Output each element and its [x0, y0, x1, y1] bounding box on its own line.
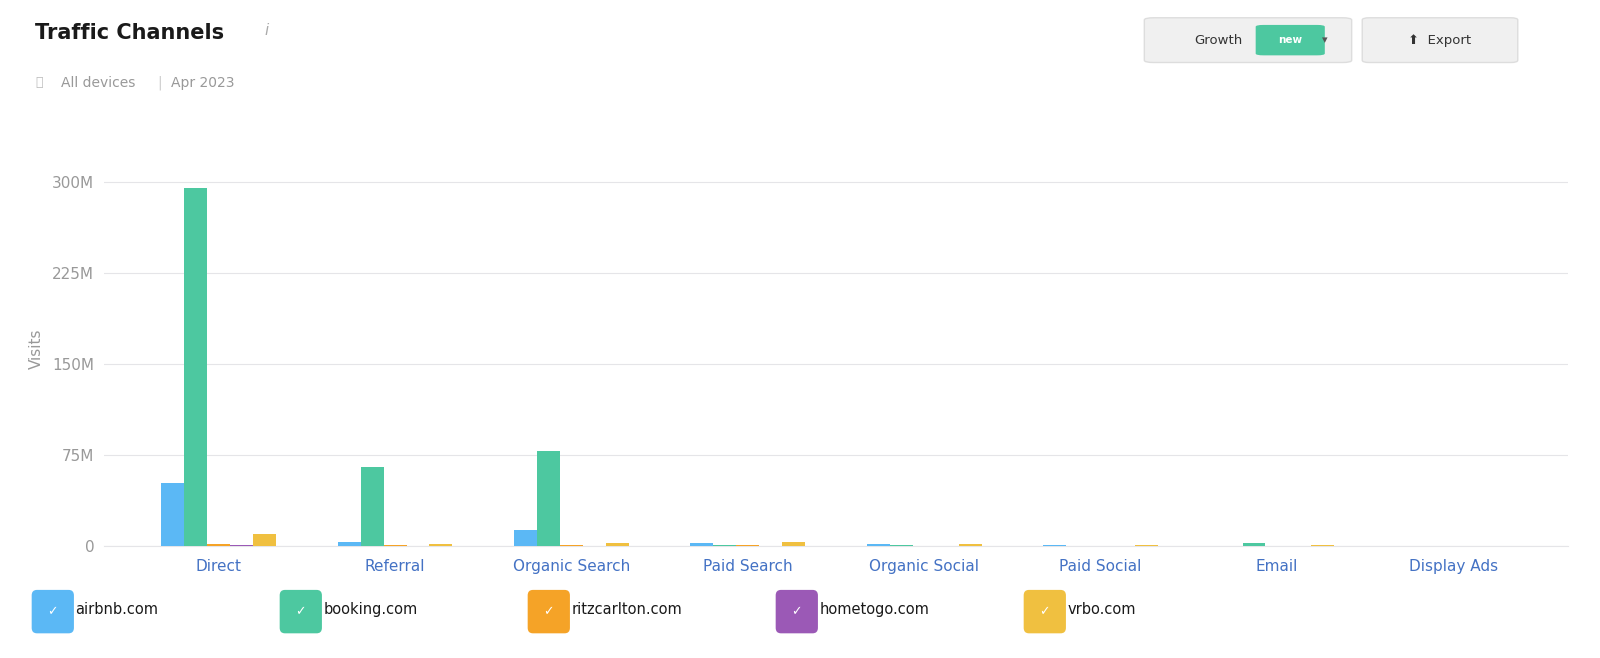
- Bar: [691, 543, 714, 546]
- Text: ✓: ✓: [48, 605, 58, 618]
- Bar: [230, 545, 253, 546]
- Text: ✓: ✓: [544, 605, 554, 618]
- Text: |: |: [157, 76, 162, 90]
- Text: airbnb.com: airbnb.com: [75, 603, 158, 617]
- Text: Growth: Growth: [1194, 34, 1243, 47]
- Bar: [360, 467, 384, 546]
- FancyBboxPatch shape: [1256, 25, 1325, 55]
- Bar: [606, 543, 629, 546]
- Text: booking.com: booking.com: [323, 603, 418, 617]
- Bar: [384, 545, 406, 546]
- Y-axis label: Visits: Visits: [29, 328, 43, 369]
- Text: new: new: [1278, 35, 1302, 45]
- FancyBboxPatch shape: [776, 590, 818, 633]
- Bar: [253, 534, 275, 546]
- Text: ✓: ✓: [296, 605, 306, 618]
- Bar: [206, 544, 230, 546]
- Bar: [560, 545, 582, 546]
- Text: ⎘: ⎘: [35, 76, 43, 89]
- Bar: [338, 542, 360, 546]
- Bar: [514, 530, 538, 546]
- Text: hometogo.com: hometogo.com: [819, 603, 930, 617]
- Bar: [162, 483, 184, 546]
- FancyBboxPatch shape: [1144, 18, 1352, 63]
- Text: Traffic Channels: Traffic Channels: [35, 23, 224, 43]
- FancyBboxPatch shape: [1024, 590, 1066, 633]
- Text: ⬆  Export: ⬆ Export: [1408, 34, 1472, 47]
- FancyBboxPatch shape: [528, 590, 570, 633]
- Bar: [538, 451, 560, 546]
- Text: ▾: ▾: [1322, 35, 1328, 45]
- Bar: [1043, 545, 1066, 546]
- Bar: [782, 542, 805, 546]
- Bar: [958, 544, 981, 546]
- FancyBboxPatch shape: [280, 590, 322, 633]
- Text: All devices: All devices: [61, 76, 134, 89]
- Text: i: i: [264, 23, 269, 38]
- Text: ✓: ✓: [792, 605, 802, 618]
- Bar: [184, 188, 206, 546]
- Bar: [1243, 543, 1266, 546]
- FancyBboxPatch shape: [1362, 18, 1518, 63]
- Text: Apr 2023: Apr 2023: [171, 76, 235, 89]
- Bar: [1134, 545, 1158, 546]
- Text: ✓: ✓: [1040, 605, 1050, 618]
- Text: ritzcarlton.com: ritzcarlton.com: [571, 603, 682, 617]
- Bar: [429, 544, 453, 546]
- FancyBboxPatch shape: [32, 590, 74, 633]
- Bar: [714, 545, 736, 546]
- Bar: [867, 544, 890, 546]
- Bar: [1312, 545, 1334, 546]
- Bar: [736, 545, 760, 546]
- Text: vrbo.com: vrbo.com: [1067, 603, 1136, 617]
- Bar: [890, 545, 912, 546]
